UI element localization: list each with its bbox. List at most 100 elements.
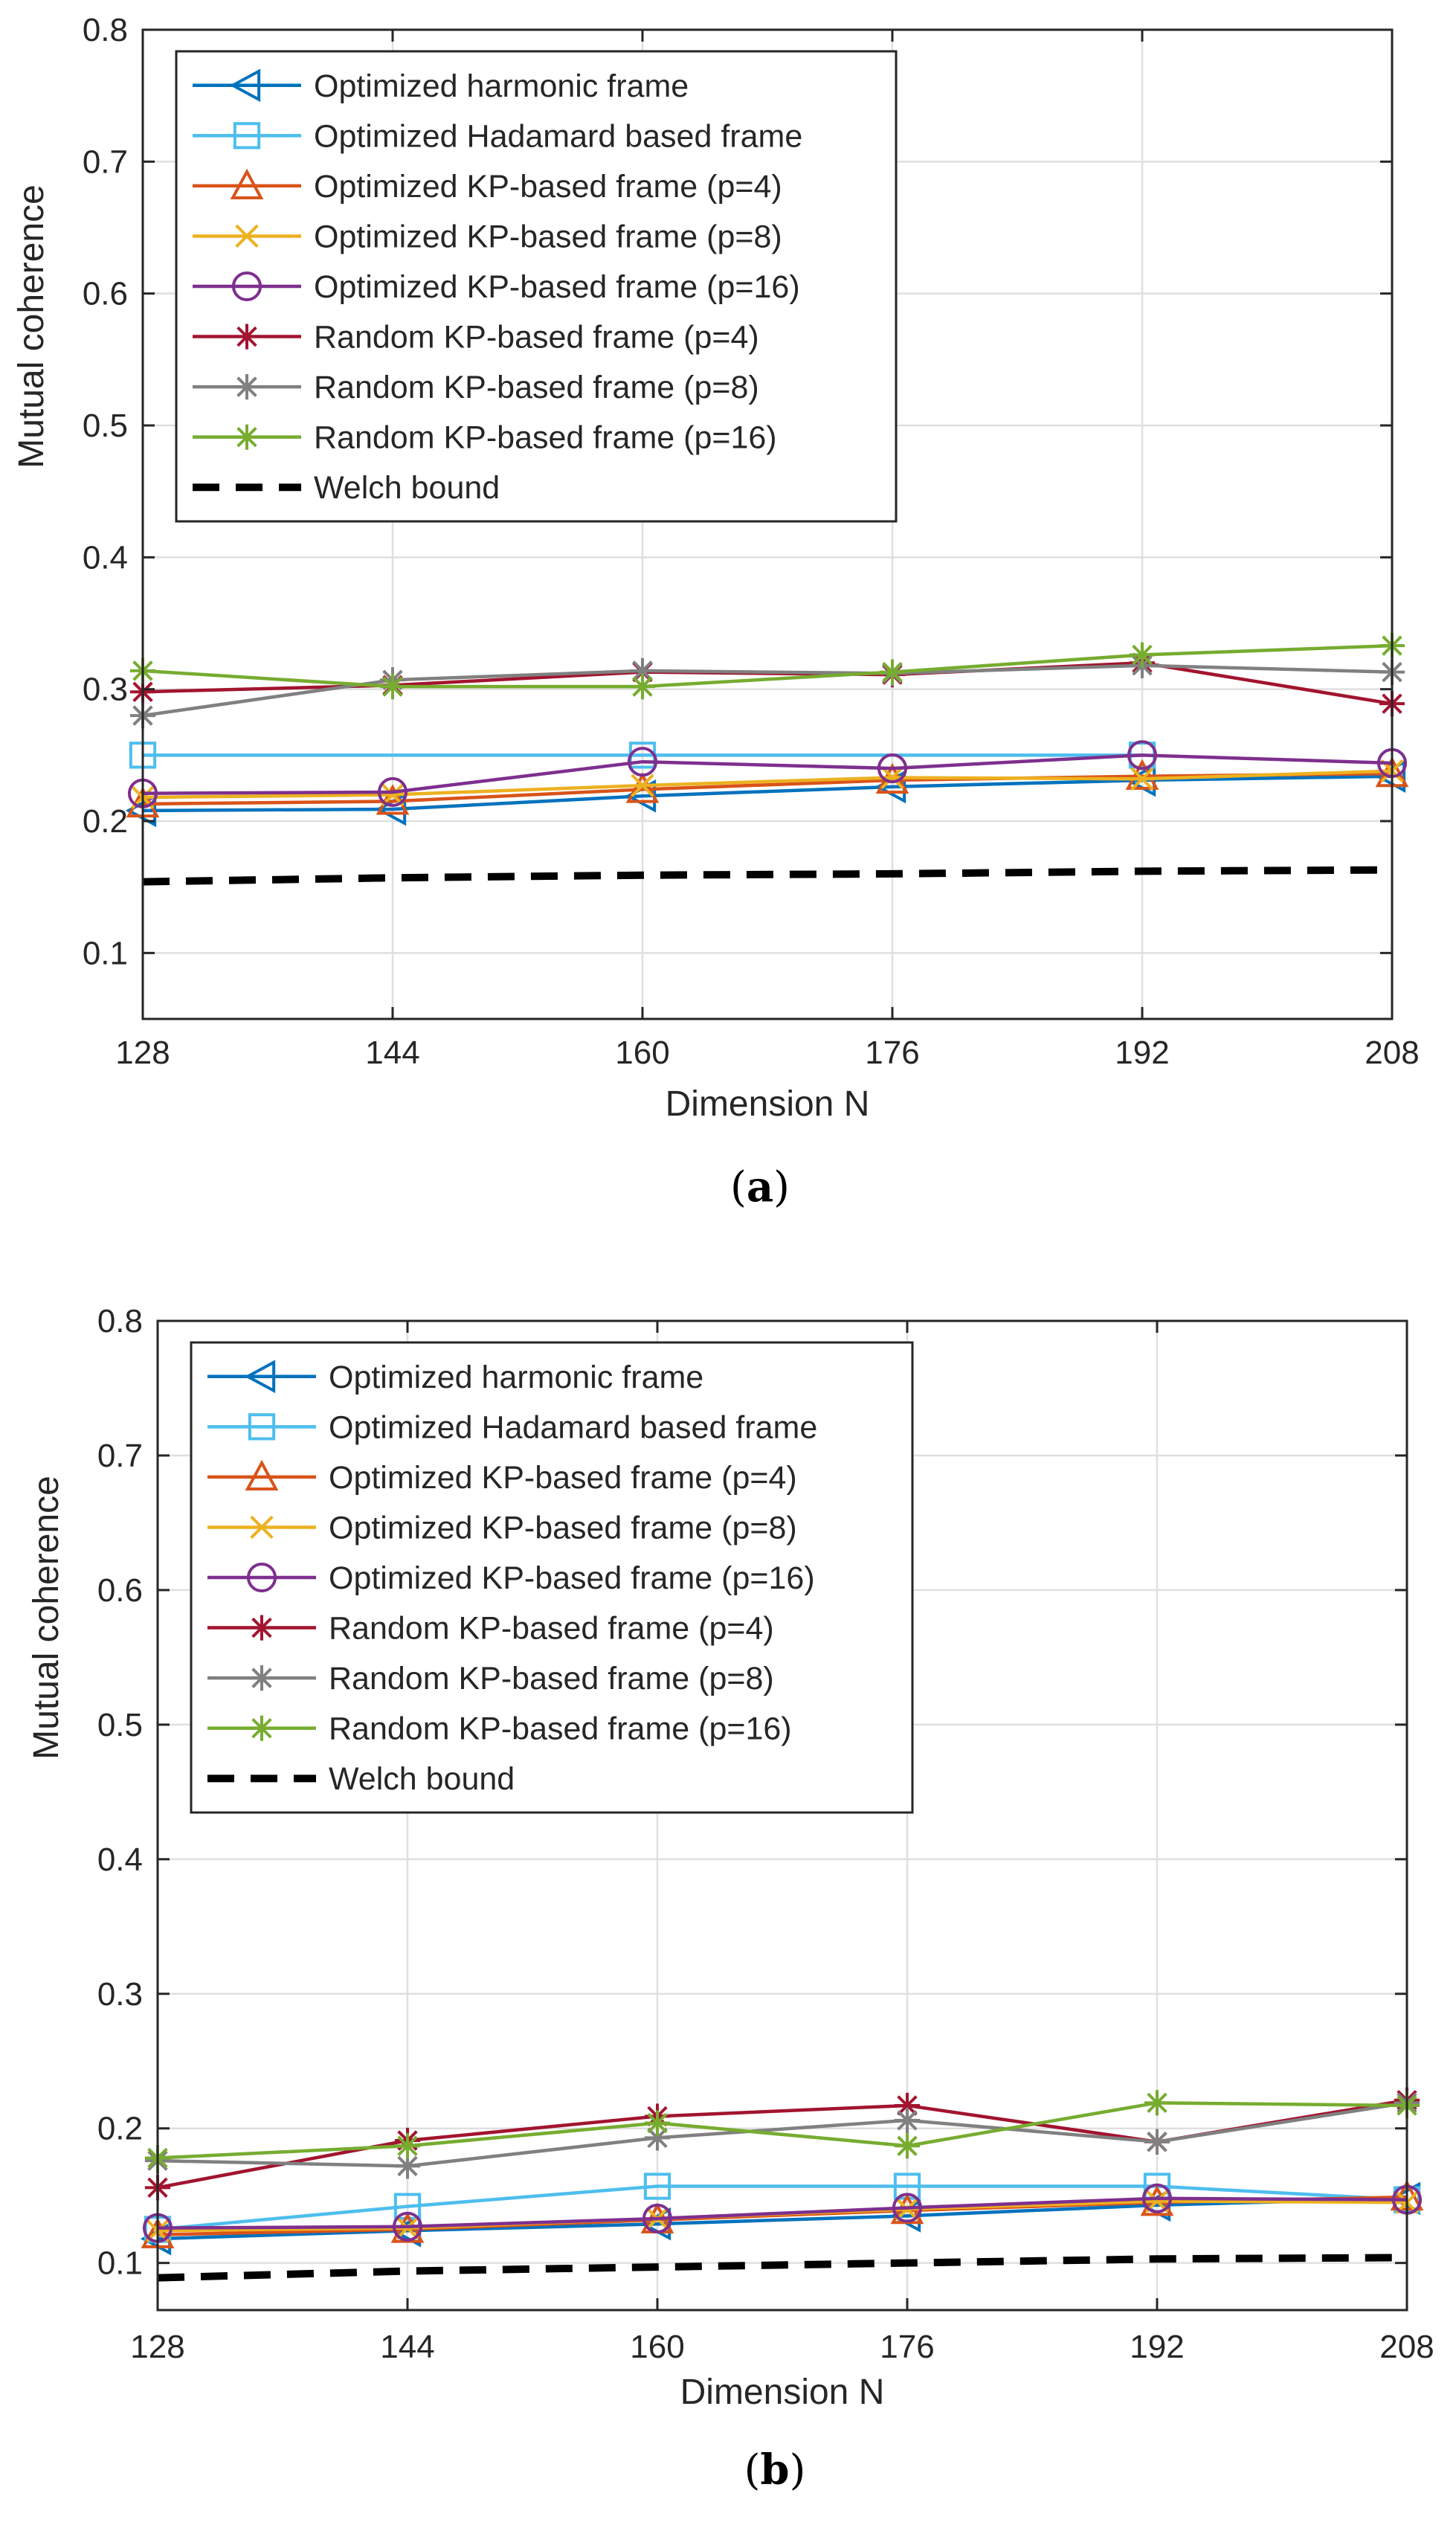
legend: Optimized harmonic frame Optimized Hadama… bbox=[190, 1341, 914, 1814]
caption-letter: b bbox=[760, 2445, 789, 2495]
y-tick-label-7: 0.8 bbox=[83, 12, 128, 48]
legend-label-kp4: Optimized KP-based frame (p=4) bbox=[314, 169, 782, 205]
legend-marker-rand4 bbox=[248, 1615, 275, 1641]
x-tick-label-0: 128 bbox=[130, 2329, 184, 2365]
data-point-rand16-3 bbox=[879, 659, 906, 685]
series-welch bbox=[142, 866, 1393, 886]
data-point-kp8-2 bbox=[631, 773, 654, 797]
data-point-kp16-2 bbox=[642, 2203, 673, 2234]
data-point-hadamard-2 bbox=[643, 2172, 671, 2200]
y-tick-label-0: 0.1 bbox=[97, 2245, 143, 2282]
data-point-rand8-2 bbox=[629, 657, 656, 684]
legend-label-kp16: Optimized KP-based frame (p=16) bbox=[329, 1560, 815, 1596]
legend-marker-harmonic bbox=[229, 68, 261, 103]
caption-close-paren: ) bbox=[773, 1163, 790, 1212]
data-point-kp8-3 bbox=[880, 765, 904, 790]
y-tick-label-2: 0.3 bbox=[97, 1976, 143, 2013]
legend-marker-rand8 bbox=[248, 1665, 275, 1691]
data-point-rand8-1 bbox=[394, 2153, 421, 2179]
data-point-kp16-2 bbox=[627, 747, 658, 777]
data-point-rand8-3 bbox=[894, 2107, 921, 2133]
caption-open-paren: ( bbox=[730, 1163, 747, 1212]
legend-label-rand4: Random KP-based frame (p=4) bbox=[329, 1611, 774, 1647]
y-tick-label-4: 0.5 bbox=[97, 1707, 143, 1743]
legend-label-kp8: Optimized KP-based frame (p=8) bbox=[314, 219, 782, 254]
x-tick-label-4: 192 bbox=[1130, 2329, 1184, 2365]
y-tick-label-7: 0.8 bbox=[97, 1303, 143, 1339]
figure-caption: (b) bbox=[744, 2445, 806, 2495]
series-line-kp16 bbox=[157, 2196, 1408, 2230]
data-point-rand16-2 bbox=[629, 674, 656, 700]
x-tick-label-2: 160 bbox=[630, 2329, 684, 2365]
x-tick-label-3: 176 bbox=[865, 1035, 919, 1071]
x-tick-label-3: 176 bbox=[880, 2329, 934, 2365]
chart-panel-b: 128 144 160 176 192 208 0.1 0.2 0.3 0.4 0.5 0.6 0.7 0… bbox=[27, 1303, 1434, 2495]
legend-label-rand4: Random KP-based frame (p=4) bbox=[314, 320, 759, 356]
x-axis-label: Dimension N bbox=[680, 2373, 885, 2412]
y-tick-label-0: 0.1 bbox=[83, 935, 128, 971]
data-point-kp16-3 bbox=[892, 2193, 923, 2223]
data-point-rand16-4 bbox=[1129, 642, 1156, 668]
y-tick-label-3: 0.4 bbox=[83, 539, 128, 576]
data-point-rand4-3 bbox=[894, 2092, 921, 2119]
legend-label-kp4: Optimized KP-based frame (p=4) bbox=[329, 1460, 797, 1496]
axes-box bbox=[141, 28, 1394, 1020]
legend-marker-kp16 bbox=[231, 271, 262, 302]
y-tick-label-3: 0.4 bbox=[97, 1842, 143, 1878]
legend-label-hadamard: Optimized Hadamard based frame bbox=[329, 1409, 817, 1445]
x-tick-label-4: 192 bbox=[1115, 1035, 1169, 1071]
y-tick-label-5: 0.6 bbox=[97, 1572, 143, 1609]
y-tick-label-5: 0.6 bbox=[83, 276, 128, 312]
legend-label-rand16: Random KP-based frame (p=16) bbox=[314, 420, 777, 456]
legend-marker-kp16 bbox=[246, 1562, 277, 1593]
data-point-rand16-2 bbox=[644, 2110, 671, 2136]
legend-marker-harmonic bbox=[244, 1360, 276, 1394]
series-line-rand8 bbox=[142, 663, 1393, 718]
legend-marker-kp4 bbox=[245, 1459, 279, 1491]
x-tick-label-0: 128 bbox=[115, 1035, 170, 1071]
data-point-kp16-3 bbox=[877, 753, 908, 784]
legend-label-rand16: Random KP-based frame (p=16) bbox=[329, 1711, 792, 1747]
legend-marker-hadamard bbox=[248, 1413, 276, 1441]
data-point-kp16-4 bbox=[1127, 740, 1158, 771]
x-tick-label-1: 144 bbox=[380, 2329, 434, 2365]
series-line-kp4 bbox=[142, 771, 1393, 806]
data-point-kp8-4 bbox=[1130, 767, 1154, 791]
series-line-rand16 bbox=[157, 2101, 1408, 2160]
data-point-kp4-2 bbox=[625, 772, 660, 803]
x-tick-label-2: 160 bbox=[615, 1035, 669, 1071]
x-tick-label-5: 208 bbox=[1379, 2329, 1434, 2365]
series-line-harmonic bbox=[157, 2196, 1408, 2241]
legend-marker-rand16 bbox=[248, 1715, 275, 1741]
legend-marker-hadamard bbox=[233, 122, 261, 149]
y-tick-label-1: 0.2 bbox=[97, 2111, 143, 2147]
series-line-welch bbox=[157, 2254, 1408, 2282]
y-tick-label-6: 0.7 bbox=[83, 144, 128, 180]
series-line-rand16 bbox=[142, 643, 1393, 689]
legend-label-welch: Welch bound bbox=[329, 1761, 515, 1797]
caption-open-paren: ( bbox=[744, 2446, 761, 2495]
legend-marker-kp8 bbox=[235, 224, 259, 248]
series-line-harmonic bbox=[142, 774, 1393, 813]
axes-box bbox=[156, 1319, 1408, 2312]
data-point-hadamard-1 bbox=[393, 2193, 422, 2220]
legend-label-rand8: Random KP-based frame (p=8) bbox=[329, 1661, 774, 1696]
caption-close-paren: ) bbox=[790, 2446, 806, 2495]
x-tick-label-5: 208 bbox=[1365, 1035, 1419, 1071]
data-point-kp16-4 bbox=[1141, 2183, 1173, 2213]
data-point-rand16-1 bbox=[394, 2133, 421, 2159]
data-point-rand8-2 bbox=[644, 2125, 671, 2151]
legend-label-rand8: Random KP-based frame (p=8) bbox=[314, 370, 759, 405]
y-axis-label: Mutual coherence bbox=[27, 1476, 66, 1760]
data-point-rand16-1 bbox=[379, 674, 406, 700]
data-point-rand16-4 bbox=[1144, 2090, 1170, 2116]
y-tick-label-4: 0.5 bbox=[83, 408, 128, 444]
data-point-rand16-3 bbox=[894, 2133, 921, 2159]
data-point-rand8-4 bbox=[1144, 2129, 1170, 2155]
series-line-rand8 bbox=[157, 2101, 1408, 2168]
series-line-welch bbox=[142, 866, 1393, 886]
legend-label-hadamard: Optimized Hadamard based frame bbox=[314, 118, 802, 154]
data-point-kp4-4 bbox=[1125, 759, 1159, 790]
legend: Optimized harmonic frame Optimized Hadama… bbox=[175, 50, 898, 523]
